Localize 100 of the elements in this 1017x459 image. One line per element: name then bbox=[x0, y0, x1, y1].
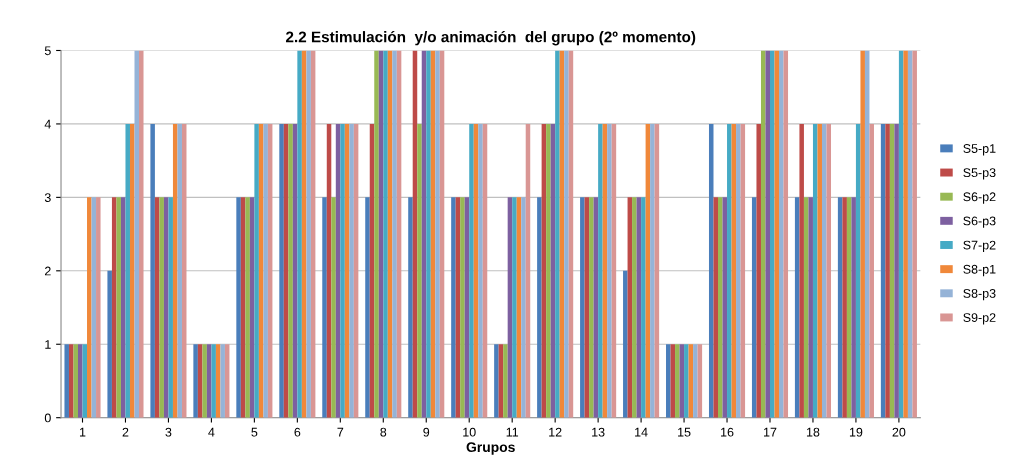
bar bbox=[589, 197, 594, 418]
bar bbox=[799, 123, 804, 418]
bar bbox=[650, 123, 655, 418]
bar bbox=[288, 123, 293, 418]
bar bbox=[116, 197, 121, 418]
bar bbox=[408, 197, 413, 418]
bar bbox=[817, 123, 822, 418]
y-tick-label: 2 bbox=[44, 266, 51, 276]
bar bbox=[306, 50, 311, 418]
bar bbox=[826, 123, 832, 418]
bar bbox=[254, 123, 259, 418]
bar bbox=[107, 270, 112, 418]
bar bbox=[392, 50, 397, 418]
bar bbox=[869, 123, 874, 418]
bar bbox=[641, 197, 646, 418]
bar bbox=[503, 344, 508, 418]
y-tick-label: 0 bbox=[44, 413, 51, 423]
bar bbox=[494, 344, 499, 418]
y-tick-label: 3 bbox=[44, 193, 51, 203]
x-tick-label: 4 bbox=[208, 427, 215, 437]
x-tick-label: 6 bbox=[294, 427, 301, 437]
bar bbox=[765, 50, 770, 418]
y-tick-label: 5 bbox=[44, 46, 51, 56]
x-tick-label: 14 bbox=[635, 427, 648, 437]
bar bbox=[451, 197, 456, 418]
bar bbox=[555, 50, 560, 418]
x-tick-label: 12 bbox=[549, 427, 562, 437]
bar bbox=[193, 344, 198, 418]
bar bbox=[297, 50, 302, 418]
bar bbox=[460, 197, 465, 418]
bar bbox=[770, 50, 775, 418]
bar bbox=[779, 50, 784, 418]
bar bbox=[340, 123, 345, 418]
bar bbox=[139, 50, 144, 418]
bar bbox=[383, 50, 388, 418]
bar bbox=[322, 197, 327, 418]
bar bbox=[623, 270, 628, 418]
x-tick-label: 19 bbox=[849, 427, 863, 437]
x-tick-label: 8 bbox=[380, 427, 387, 437]
bar bbox=[564, 50, 569, 418]
y-tick-label: 4 bbox=[44, 119, 51, 129]
bar bbox=[727, 123, 732, 418]
bar bbox=[675, 344, 680, 418]
bar bbox=[478, 123, 483, 418]
x-tick-label: 9 bbox=[423, 427, 430, 437]
bar bbox=[718, 197, 723, 418]
bar bbox=[860, 50, 865, 418]
bar bbox=[220, 344, 225, 418]
legend-label: S8-p1 bbox=[963, 264, 996, 277]
legend-label: S5-p1 bbox=[963, 144, 996, 156]
x-tick-label: 1 bbox=[79, 427, 86, 437]
bar bbox=[134, 50, 140, 418]
bar bbox=[77, 344, 83, 418]
bar bbox=[756, 123, 761, 418]
bar bbox=[374, 50, 379, 418]
x-tick-label: 2 bbox=[122, 427, 129, 437]
legend-label: S9-p2 bbox=[963, 313, 996, 325]
bar bbox=[546, 123, 551, 418]
bar bbox=[245, 197, 250, 418]
bar bbox=[236, 197, 241, 418]
bar bbox=[632, 197, 637, 418]
bar bbox=[684, 344, 689, 418]
bar bbox=[580, 197, 585, 418]
bar bbox=[87, 197, 92, 418]
x-tick-label: 5 bbox=[251, 427, 258, 437]
bar bbox=[73, 344, 78, 418]
bar bbox=[64, 344, 69, 418]
legend-label: S6-p3 bbox=[963, 216, 996, 228]
bar bbox=[469, 123, 474, 418]
legend-label: S6-p2 bbox=[963, 192, 996, 204]
bar bbox=[331, 197, 336, 418]
x-tick-label: 7 bbox=[337, 427, 344, 437]
bar bbox=[842, 197, 847, 418]
y-tick-label: 1 bbox=[45, 340, 51, 349]
bar bbox=[851, 197, 856, 418]
bar bbox=[736, 123, 741, 418]
x-tick-label: 13 bbox=[592, 427, 605, 437]
bar bbox=[211, 344, 216, 418]
bar bbox=[666, 344, 671, 418]
bar bbox=[125, 123, 130, 418]
bar bbox=[598, 123, 603, 418]
bar bbox=[693, 344, 698, 418]
legend-label: S5-p3 bbox=[963, 168, 996, 180]
x-tick-label: 16 bbox=[721, 427, 734, 437]
bar bbox=[521, 197, 526, 418]
legend-label: S8-p3 bbox=[963, 288, 996, 301]
bar bbox=[177, 123, 182, 418]
x-tick-label: 15 bbox=[678, 427, 691, 437]
bar bbox=[607, 123, 612, 418]
bar bbox=[512, 197, 517, 418]
bar bbox=[168, 197, 173, 418]
x-axis-title: Grupos bbox=[466, 442, 515, 455]
bar bbox=[894, 123, 899, 418]
bar bbox=[417, 123, 422, 418]
bar bbox=[202, 344, 207, 418]
bar bbox=[150, 123, 155, 418]
bar bbox=[435, 50, 440, 418]
x-tick-label: 17 bbox=[764, 427, 777, 437]
bar bbox=[903, 50, 908, 418]
bar bbox=[885, 123, 890, 418]
